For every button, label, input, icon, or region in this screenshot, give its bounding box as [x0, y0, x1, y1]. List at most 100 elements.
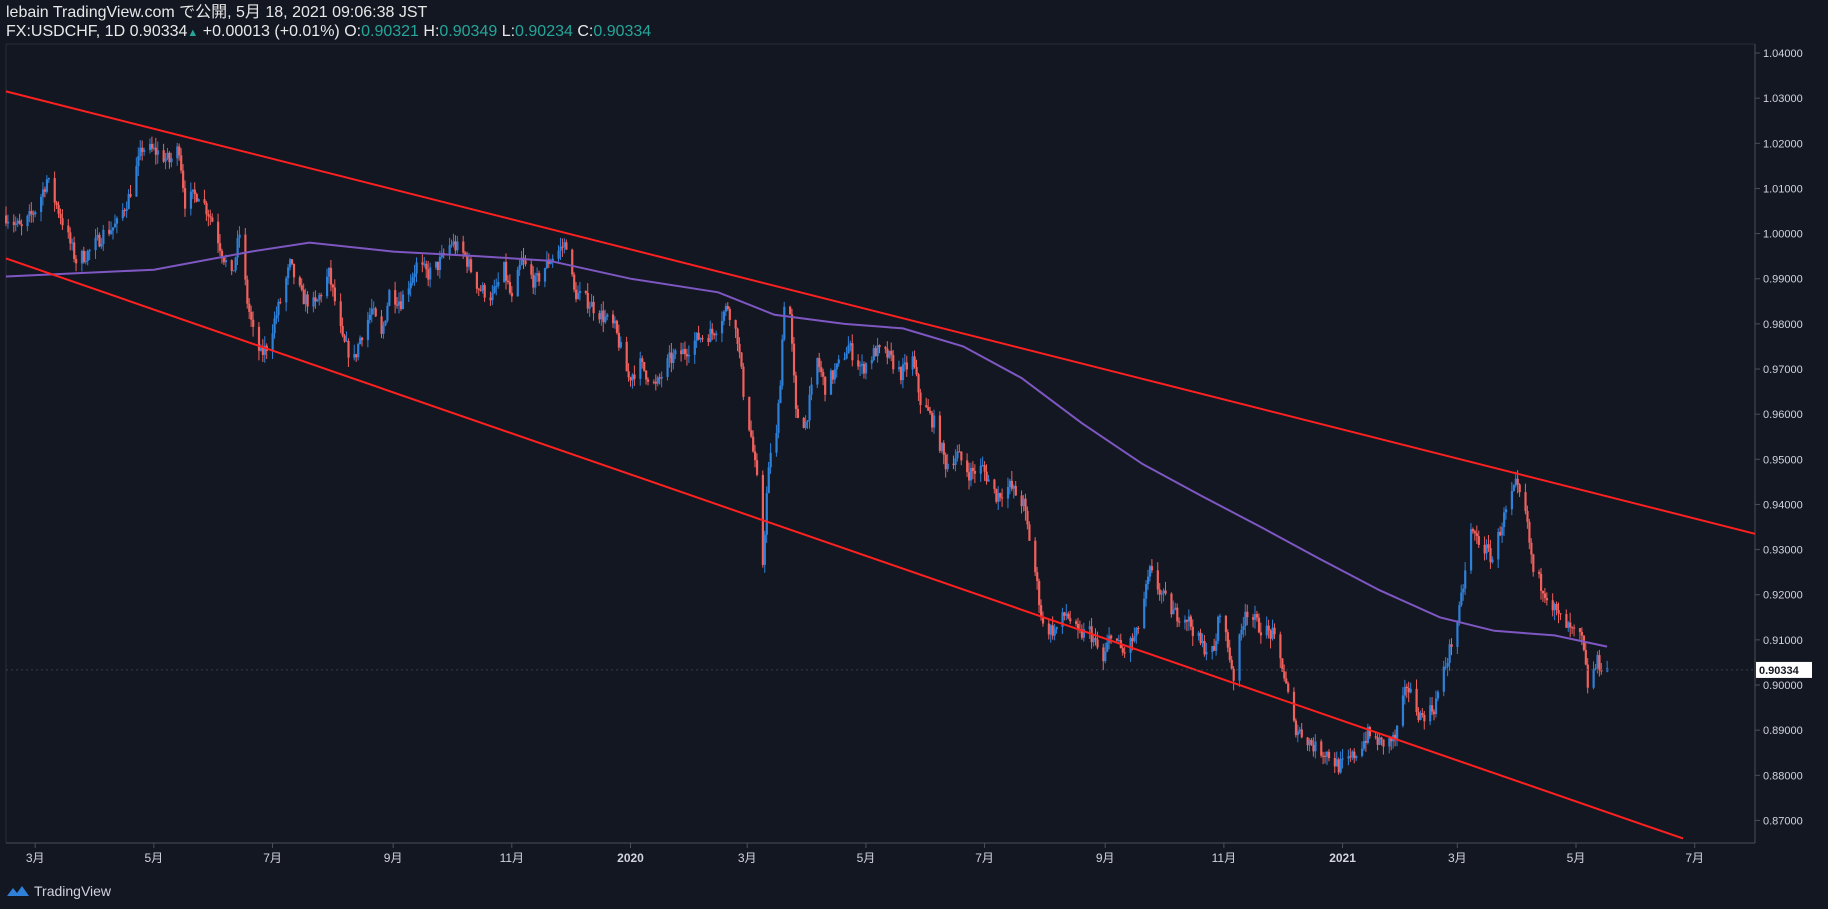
candle-body	[98, 234, 101, 247]
candle-body	[203, 199, 206, 203]
candle-body	[884, 347, 887, 349]
time-axis[interactable]: 3月 5月 7月 9月 11月 2020 3月 5月 7月 9月 11月 2021 3月 5月 7月	[26, 843, 1704, 865]
candle-body	[722, 311, 726, 321]
candle-body	[1226, 632, 1229, 648]
candle-body	[450, 244, 453, 246]
candle-body	[1022, 498, 1025, 507]
candle-body	[1259, 632, 1263, 636]
candle-body	[1598, 655, 1601, 671]
candle-body	[1446, 662, 1449, 667]
candle-body	[28, 211, 31, 216]
candle-body	[1600, 670, 1603, 672]
candle-body	[108, 229, 111, 234]
candle-body	[1285, 678, 1288, 684]
candle-body	[510, 292, 514, 297]
candle-body	[1594, 668, 1597, 670]
candle-body	[1123, 652, 1126, 654]
candle-body	[259, 347, 263, 351]
price-tick-label: 1.04000	[1763, 48, 1803, 60]
candle-body	[275, 315, 278, 319]
candle-body	[345, 340, 348, 342]
candle-body	[578, 291, 582, 293]
candle-body	[468, 259, 471, 267]
candle-body	[561, 246, 564, 248]
candle-body	[170, 158, 173, 163]
candle-body	[219, 243, 222, 251]
candle-body	[765, 493, 768, 535]
candle-body	[1148, 566, 1152, 577]
candle-body	[738, 343, 741, 353]
candle-body	[933, 415, 936, 428]
price-tick-label: 0.92000	[1763, 590, 1803, 602]
candle-body	[1242, 626, 1245, 630]
candle-body	[1156, 570, 1159, 590]
candle-body	[1133, 635, 1136, 642]
price-tick-label: 0.94000	[1763, 499, 1803, 511]
candle-body	[833, 369, 836, 380]
candle-body	[1053, 629, 1056, 636]
candle-body	[347, 340, 350, 358]
candle-body	[366, 319, 370, 341]
candle-body	[47, 178, 51, 180]
trendline	[5, 90, 1756, 535]
candle-body	[890, 350, 893, 355]
candle-body	[314, 297, 317, 302]
candle-body	[1361, 748, 1364, 757]
candle-body	[1584, 649, 1587, 665]
candle-body	[191, 189, 194, 192]
candle-body	[1407, 688, 1410, 693]
candle-body	[1010, 480, 1014, 489]
candle-body	[886, 348, 889, 358]
candle-body	[779, 385, 782, 404]
candle-body	[931, 413, 934, 428]
candle-body	[1246, 611, 1249, 618]
candle-body	[1324, 755, 1327, 757]
price-tick-label: 0.97000	[1763, 364, 1803, 376]
candle-body	[656, 377, 659, 384]
candle-body	[1267, 625, 1270, 631]
candle-body	[1349, 756, 1352, 758]
price-axis[interactable]: 1.04000 1.03000 1.02000 1.01000 1.00000 0.990…	[1755, 48, 1803, 827]
candle-body	[1197, 632, 1200, 637]
candle-body	[421, 262, 424, 265]
candle-body	[897, 367, 901, 370]
candle-body	[1020, 495, 1023, 507]
candle-body	[1279, 634, 1282, 659]
candle-body	[189, 191, 193, 209]
candle-body	[617, 332, 621, 348]
candle-body	[532, 274, 535, 288]
candle-body	[341, 325, 344, 336]
candle-body	[755, 460, 759, 475]
tradingview-logo-icon	[7, 886, 29, 896]
candle-body	[1362, 740, 1366, 749]
candle-body	[1117, 640, 1121, 642]
candle-body	[1351, 751, 1354, 758]
candle-body	[954, 458, 957, 466]
candle-body	[26, 215, 29, 227]
candle-body	[1464, 570, 1467, 589]
candle-body	[767, 467, 770, 494]
candle-body	[781, 339, 784, 386]
candle-body	[530, 264, 533, 275]
candle-body	[329, 267, 333, 285]
candle-body	[987, 479, 990, 482]
candle-body	[1401, 695, 1405, 726]
candle-body	[1176, 607, 1179, 622]
candle-body	[1170, 593, 1173, 615]
candle-body	[1539, 573, 1543, 591]
candle-body	[559, 246, 562, 251]
candle-body	[754, 451, 757, 461]
candle-body	[469, 259, 473, 273]
candle-body	[248, 303, 251, 312]
candle-body	[1187, 616, 1191, 622]
tradingview-branding[interactable]: TradingView	[6, 880, 111, 902]
candle-body	[238, 234, 241, 239]
candle-body	[1281, 658, 1284, 672]
candle-body	[45, 179, 49, 192]
candle-body	[1460, 592, 1463, 606]
candle-body	[1028, 524, 1031, 541]
candle-body	[423, 263, 426, 265]
candle-body	[919, 392, 922, 406]
time-tick-label: 7月	[263, 851, 282, 865]
